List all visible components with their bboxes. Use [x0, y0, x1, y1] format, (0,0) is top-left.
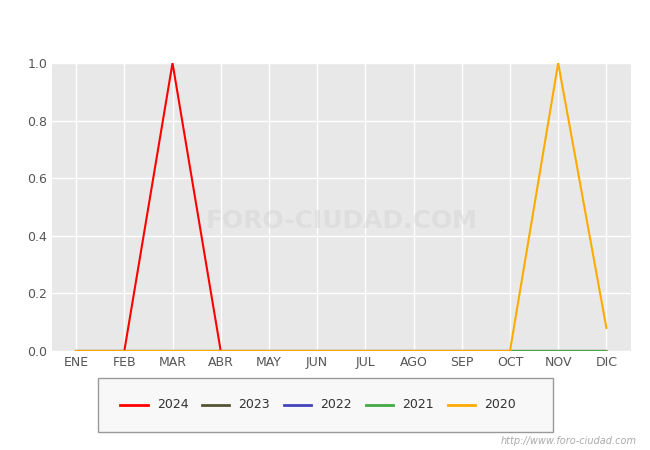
2024 — [458, 348, 465, 354]
2020 — [313, 348, 321, 354]
Text: http://www.foro-ciudad.com: http://www.foro-ciudad.com — [501, 436, 637, 446]
Text: FORO-CIUDAD.COM: FORO-CIUDAD.COM — [205, 209, 477, 234]
2021 — [554, 348, 562, 354]
2022 — [265, 348, 273, 354]
2021 — [217, 348, 225, 354]
2023 — [506, 348, 514, 354]
Text: 2024: 2024 — [157, 399, 188, 411]
FancyBboxPatch shape — [98, 378, 552, 432]
2023 — [265, 348, 273, 354]
2020 — [72, 348, 80, 354]
2020 — [120, 348, 128, 354]
2022 — [120, 348, 128, 354]
2020 — [506, 348, 514, 354]
2020 — [554, 60, 562, 66]
2021 — [361, 348, 369, 354]
2022 — [506, 348, 514, 354]
2023 — [168, 348, 176, 354]
2024 — [217, 348, 225, 354]
2022 — [168, 348, 176, 354]
2023 — [410, 348, 417, 354]
2022 — [361, 348, 369, 354]
2022 — [72, 348, 80, 354]
2021 — [265, 348, 273, 354]
Text: 2022: 2022 — [320, 399, 352, 411]
2024 — [410, 348, 417, 354]
2021 — [410, 348, 417, 354]
2020 — [217, 348, 225, 354]
2023 — [603, 348, 610, 354]
2021 — [603, 348, 610, 354]
2024 — [168, 60, 176, 66]
2022 — [217, 348, 225, 354]
2024 — [265, 348, 273, 354]
2024 — [506, 348, 514, 354]
2022 — [554, 348, 562, 354]
2020 — [458, 348, 465, 354]
2020 — [168, 348, 176, 354]
2022 — [313, 348, 321, 354]
Text: 2023: 2023 — [239, 399, 270, 411]
2021 — [168, 348, 176, 354]
Line: 2024: 2024 — [76, 63, 606, 351]
Text: 2021: 2021 — [402, 399, 434, 411]
2023 — [217, 348, 225, 354]
2020 — [603, 325, 610, 331]
2023 — [361, 348, 369, 354]
2024 — [72, 348, 80, 354]
2024 — [120, 348, 128, 354]
2021 — [313, 348, 321, 354]
2021 — [120, 348, 128, 354]
2022 — [410, 348, 417, 354]
2024 — [313, 348, 321, 354]
Line: 2020: 2020 — [76, 63, 606, 351]
2021 — [506, 348, 514, 354]
2020 — [361, 348, 369, 354]
2023 — [554, 348, 562, 354]
2022 — [603, 348, 610, 354]
2023 — [313, 348, 321, 354]
2020 — [265, 348, 273, 354]
2023 — [458, 348, 465, 354]
2021 — [458, 348, 465, 354]
Text: Matriculaciones de Vehiculos en Fresneda de la Sierra: Matriculaciones de Vehiculos en Fresneda… — [82, 18, 568, 36]
2024 — [554, 348, 562, 354]
2020 — [410, 348, 417, 354]
2024 — [603, 348, 610, 354]
2023 — [120, 348, 128, 354]
2024 — [361, 348, 369, 354]
Text: 2020: 2020 — [484, 399, 516, 411]
2021 — [72, 348, 80, 354]
2022 — [458, 348, 465, 354]
2023 — [72, 348, 80, 354]
